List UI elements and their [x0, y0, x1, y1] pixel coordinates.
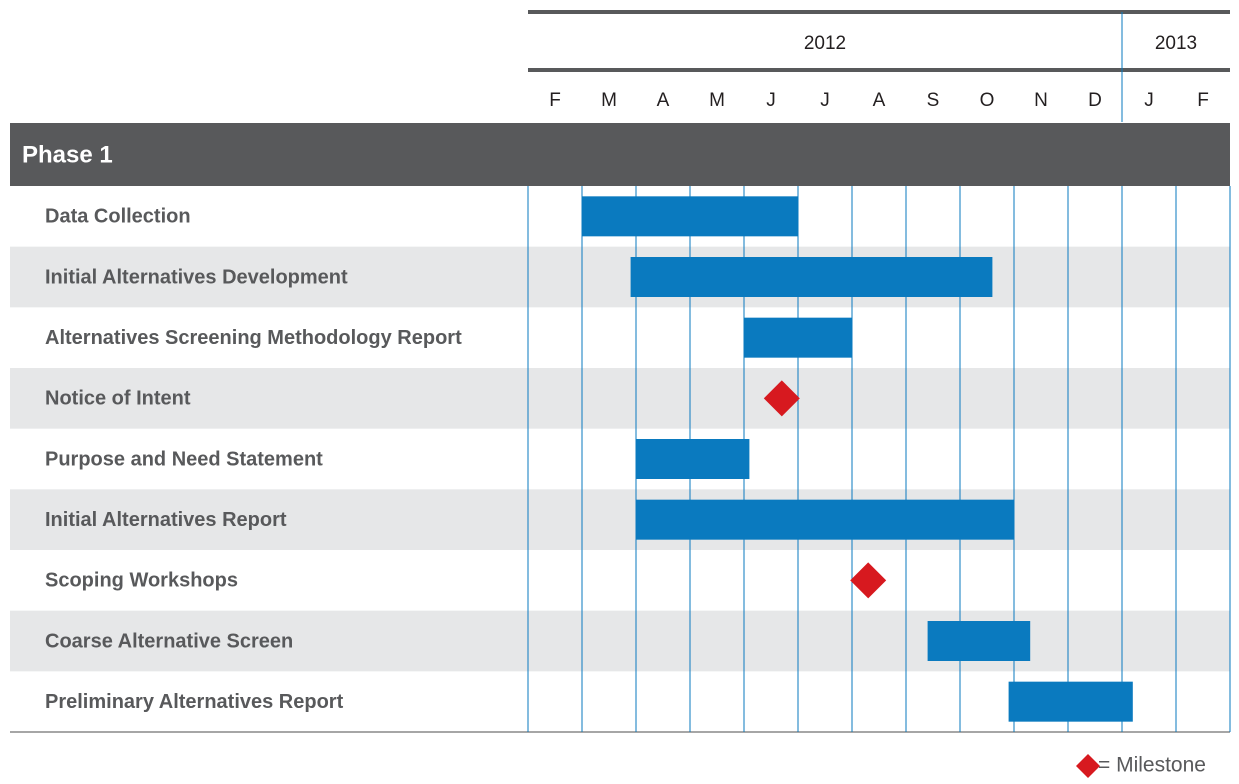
task-label: Preliminary Alternatives Report — [45, 691, 344, 713]
task-bar — [636, 499, 1014, 540]
task-label: Initial Alternatives Development — [45, 266, 348, 288]
month-label: S — [927, 90, 940, 111]
month-label: D — [1088, 90, 1102, 111]
month-label: N — [1034, 90, 1048, 111]
phase-header — [10, 123, 1230, 186]
task-label: Notice of Intent — [45, 388, 191, 410]
year-label: 2013 — [1155, 33, 1197, 54]
row-band — [10, 368, 1230, 429]
milestone — [850, 562, 887, 599]
row-band — [10, 489, 1230, 550]
milestone — [763, 380, 800, 417]
task-label: Alternatives Screening Methodology Repor… — [45, 327, 462, 349]
task-label: Initial Alternatives Report — [45, 509, 287, 531]
task-bar — [1008, 681, 1133, 722]
task-bar — [582, 196, 798, 237]
task-bar — [744, 317, 852, 358]
month-label: F — [549, 90, 561, 111]
month-label: J — [820, 90, 830, 111]
task-label: Coarse Alternative Screen — [45, 630, 293, 652]
month-label: F — [1197, 90, 1209, 111]
month-label: O — [980, 90, 995, 111]
year-label: 2012 — [804, 33, 846, 54]
task-label: Data Collection — [45, 206, 191, 228]
month-label: A — [873, 90, 886, 111]
row-band — [10, 246, 1230, 308]
month-label: M — [601, 90, 617, 111]
task-label: Scoping Workshops — [45, 570, 238, 592]
month-label: J — [766, 90, 776, 111]
task-bar — [636, 439, 750, 479]
month-label: J — [1144, 90, 1154, 111]
task-bar — [630, 257, 993, 297]
task-label: Purpose and Need Statement — [45, 448, 323, 470]
legend-marker — [1076, 754, 1100, 778]
phase-title: Phase 1 — [22, 141, 113, 168]
month-label: M — [709, 90, 725, 111]
task-bar — [927, 621, 1031, 661]
month-label: A — [657, 90, 670, 111]
legend-label: = Milestone — [1098, 754, 1206, 777]
